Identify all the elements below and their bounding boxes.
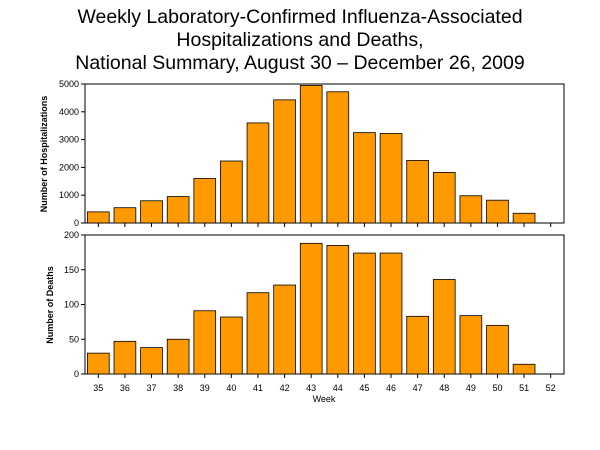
deaths-bar-week-46 (379, 252, 403, 375)
deaths-bar-week-39 (193, 310, 217, 375)
deaths-bar-week-47 (406, 315, 429, 375)
x-axis-label: Week (313, 394, 336, 404)
x-tick-label-week-39: 39 (200, 383, 210, 393)
deaths-y-tick-label: 200 (64, 230, 79, 240)
deaths-bar-week-42 (273, 284, 296, 375)
deaths-bar-week-44 (326, 245, 350, 375)
hospitalizations-y-tick-label: 4000 (59, 107, 79, 117)
deaths-bar-week-50 (486, 324, 509, 375)
x-tick-label-week-45: 45 (359, 383, 369, 393)
x-tick-label-week-50: 50 (492, 383, 502, 393)
deaths-bar-week-38 (166, 338, 190, 375)
x-tick-label-week-49: 49 (466, 383, 476, 393)
deaths-y-axis-label: Number of Deaths (45, 266, 55, 344)
hospitalizations-bar-week-47 (406, 160, 429, 224)
hospitalizations-bar-week-51 (512, 212, 536, 224)
deaths-y-tick-label: 150 (64, 265, 79, 275)
x-tick-label-week-40: 40 (226, 383, 236, 393)
hospitalizations-bar-week-49 (459, 195, 483, 224)
deaths-bar-week-35 (87, 352, 110, 375)
hospitalizations-y-tick-label: 3000 (59, 135, 79, 145)
hospitalizations-bar-week-35 (87, 211, 110, 224)
x-tick-label-week-41: 41 (253, 383, 263, 393)
x-tick-label-week-36: 36 (120, 383, 130, 393)
hospitalizations-y-tick-label: 1000 (59, 190, 79, 200)
hospitalizations-bar-week-46 (379, 133, 403, 224)
hospitalizations-y-tick-label: 0 (74, 218, 79, 228)
x-tick-label-week-37: 37 (147, 383, 157, 393)
hospitalizations-bar-week-43 (299, 84, 323, 224)
deaths-y-tick-label: 50 (69, 334, 79, 344)
x-tick-label-week-42: 42 (280, 383, 290, 393)
x-tick-label-week-35: 35 (93, 383, 103, 393)
hospitalizations-bar-week-42 (273, 99, 296, 224)
title-line-2: Hospitalizations and Deaths, (176, 29, 424, 51)
hospitalizations-bar-week-38 (166, 196, 190, 224)
hospitalizations-bar-week-44 (326, 91, 350, 224)
x-tick-label-week-46: 46 (386, 383, 396, 393)
deaths-bar-week-51 (512, 363, 536, 375)
x-tick-label-week-38: 38 (173, 383, 183, 393)
hospitalizations-plot-frame (84, 83, 565, 224)
deaths-y-tick-label: 100 (64, 300, 79, 310)
hospitalizations-y-tick-label: 2000 (59, 162, 79, 172)
deaths-bar-week-37 (140, 347, 163, 375)
hospitalizations-panel: 0 1000 2000 3000 4000 5000 (59, 79, 565, 228)
title-line-1: Weekly Laboratory-Confirmed Influenza-As… (77, 6, 523, 28)
x-tick-label-week-47: 47 (413, 383, 423, 393)
hospitalizations-bar-week-36 (113, 207, 137, 224)
hospitalizations-bar-week-41 (246, 122, 270, 224)
x-tick-label-week-52: 52 (546, 383, 556, 393)
deaths-bar-week-40 (220, 316, 243, 375)
hospitalizations-bar-week-40 (220, 160, 243, 224)
hospitalizations-bar-week-39 (193, 178, 217, 224)
x-tick-label-week-43: 43 (306, 383, 316, 393)
hospitalizations-y-tick-label: 5000 (59, 79, 79, 89)
deaths-bar-week-41 (246, 292, 270, 375)
deaths-bar-week-43 (299, 242, 323, 375)
deaths-bar-week-49 (459, 315, 483, 375)
chart-title: Weekly Laboratory-Confirmed Influenza-As… (0, 6, 600, 75)
hospitalizations-bar-week-48 (432, 171, 456, 224)
x-tick-label-week-44: 44 (333, 383, 343, 393)
hospitalizations-y-axis-label: Number of Hospitalizations (39, 96, 49, 213)
deaths-bar-week-36 (113, 340, 137, 375)
deaths-panel: 0 50 100 150 200 35 36 37 38 39 40 41 42 43 44 45 46 47 48… (64, 230, 565, 393)
deaths-bar-week-48 (432, 279, 456, 375)
hospitalizations-bar-week-50 (486, 199, 509, 224)
x-tick-label-week-48: 48 (439, 383, 449, 393)
x-tick-label-week-51: 51 (519, 383, 529, 393)
deaths-bar-week-45 (353, 252, 376, 375)
hospitalizations-bar-week-37 (140, 200, 163, 224)
title-line-3: National Summary, August 30 – December 2… (75, 52, 525, 74)
deaths-y-tick-label: 0 (74, 369, 79, 379)
hospitalizations-bar-week-45 (353, 132, 376, 224)
